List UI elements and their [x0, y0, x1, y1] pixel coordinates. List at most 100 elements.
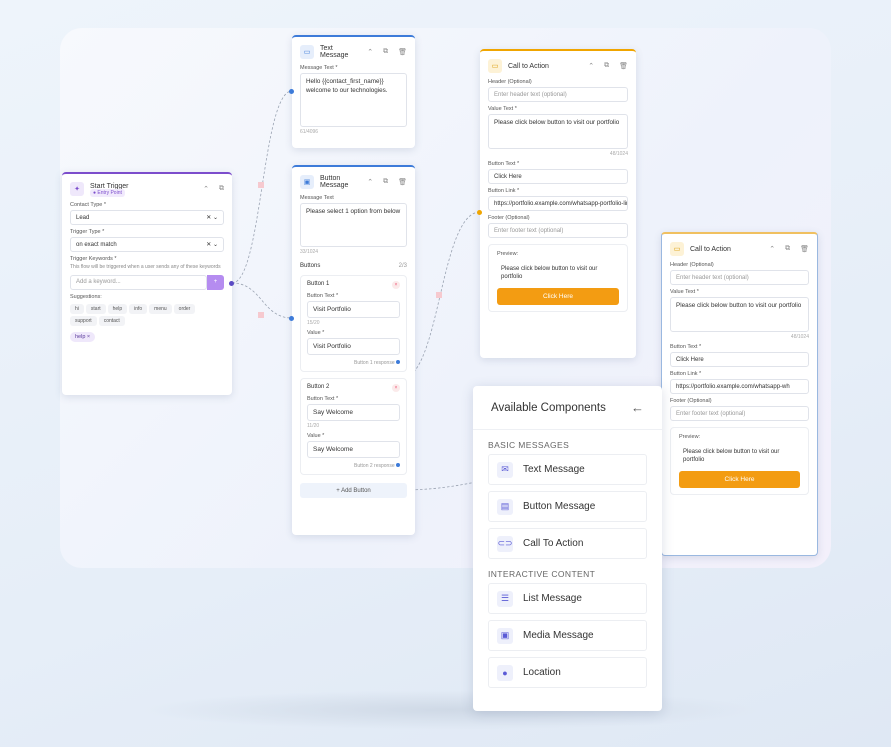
button-output-handle[interactable] [396, 360, 400, 364]
suggestion-chip[interactable]: help [107, 303, 128, 314]
button-value-input[interactable]: Say Welcome [307, 441, 400, 458]
copy-icon[interactable]: ⧉ [383, 178, 389, 185]
component-label: Location [523, 667, 561, 678]
node-title: Call to Action [690, 245, 731, 253]
button-item-title: Button 1 [307, 281, 330, 287]
collapse-icon[interactable]: ⌃ [367, 49, 374, 56]
call-to-action-node[interactable]: ▭ Call to Action ⌃ ⧉ 🗑 Header (Optional) En… [661, 232, 818, 556]
button-item: Button 1 × Button Text * Visit Portfolio … [300, 275, 407, 372]
message-textarea[interactable]: Hello {{contact_first_name}} welcome to … [300, 73, 407, 127]
link-delete-marker [258, 182, 264, 188]
cta-input-handle[interactable] [477, 210, 482, 215]
suggestion-chip[interactable]: start [85, 303, 106, 314]
contact-type-select[interactable]: Lead ✕ ⌄ [70, 210, 224, 225]
add-keyword-button[interactable]: + [207, 274, 224, 290]
message-textarea[interactable]: Please select 1 option from below [300, 203, 407, 247]
remove-button-icon[interactable]: × [392, 281, 400, 289]
link-delete-marker [258, 312, 264, 318]
copy-icon[interactable]: ⧉ [219, 185, 224, 192]
copy-icon[interactable]: ⧉ [785, 245, 791, 252]
button-input-handle[interactable] [289, 316, 294, 321]
component-label: Button Message [523, 501, 596, 512]
footer-input[interactable]: Enter footer text (optional) [670, 406, 809, 421]
button-value-input[interactable]: Visit Portfolio [307, 338, 400, 355]
list-icon: ☰ [497, 590, 513, 607]
suggestion-chip[interactable]: order [173, 303, 196, 314]
button-url-input[interactable]: https://portfolio.example.com/whatsapp-w… [670, 379, 809, 394]
component-label: Media Message [523, 630, 594, 641]
button-url-label: Button Link * [488, 188, 520, 194]
suggestion-chip[interactable]: info [129, 303, 148, 314]
button-text-input[interactable]: Click Here [488, 169, 628, 184]
delete-icon[interactable]: 🗑 [619, 63, 628, 70]
preview-text: Please click below button to visit our p… [501, 266, 598, 281]
collapse-icon[interactable]: ⌃ [588, 63, 595, 70]
trigger-output-handle[interactable] [229, 281, 234, 286]
suggestion-chip[interactable]: menu [149, 303, 172, 314]
collapse-icon[interactable]: ⌃ [769, 246, 776, 253]
delete-icon[interactable]: 🗑 [398, 49, 407, 56]
char-counter: 48/1024 [609, 151, 628, 157]
button-text-input[interactable]: Visit Portfolio [307, 301, 400, 318]
remove-button-icon[interactable]: × [392, 384, 400, 392]
body-textarea[interactable]: Please click below button to visit our p… [670, 297, 809, 332]
button-output-handle[interactable] [396, 463, 400, 467]
footer-label: Footer (Optional) [670, 398, 712, 404]
cta-icon: ▭ [488, 59, 502, 73]
add-button[interactable]: + Add Button [300, 483, 407, 498]
node-title: Call to Action [508, 62, 549, 70]
component-label: Call To Action [523, 538, 584, 549]
text-message-node[interactable]: ▭ Text Message ⌃ ⧉ 🗑 Message Text * Hello {… [292, 35, 415, 148]
button-item-title: Button 2 [307, 384, 330, 390]
footer-input[interactable]: Enter footer text (optional) [488, 223, 628, 238]
message-text-label: Message Text [300, 195, 334, 201]
message-icon: ▭ [300, 45, 314, 59]
message-text-label: Message Text * [300, 65, 338, 71]
cta-preview: Preview: Please click below button to vi… [488, 244, 628, 312]
back-arrow-icon[interactable]: ← [631, 400, 644, 415]
collapse-icon[interactable]: ⌃ [367, 179, 374, 186]
footer-label: Footer (Optional) [488, 215, 530, 221]
copy-icon[interactable]: ⧉ [383, 48, 389, 55]
collapse-icon[interactable]: ⌃ [203, 186, 209, 193]
component-call-to-action[interactable]: ⊂⊃ Call To Action [488, 528, 647, 559]
start-trigger-node[interactable]: ✦ Start Trigger ● Entry Point ⌃ ⧉ Contact… [62, 172, 232, 395]
suggestion-chip[interactable]: hi [70, 303, 84, 314]
suggestion-chip[interactable]: contact [98, 315, 125, 326]
body-textarea[interactable]: Please click below button to visit our p… [488, 114, 628, 149]
component-location[interactable]: ● Location [488, 657, 647, 688]
header-label: Header (Optional) [488, 79, 532, 85]
text-input-handle[interactable] [289, 89, 294, 94]
copy-icon[interactable]: ⧉ [604, 62, 610, 69]
node-title: Start Trigger [90, 182, 129, 190]
button-value-label: Value * [307, 433, 325, 439]
button-message-node[interactable]: ▣ Button Message ⌃ ⧉ 🗑 Message Text Please … [292, 165, 415, 535]
component-button-message[interactable]: ▤ Button Message [488, 491, 647, 522]
call-to-action-node[interactable]: ▭ Call to Action ⌃ ⧉ 🗑 Header (Optional) En… [480, 49, 636, 358]
delete-icon[interactable]: 🗑 [800, 246, 809, 253]
preview-cta-button[interactable]: Click Here [497, 287, 619, 305]
component-text-message[interactable]: ✉ Text Message [488, 454, 647, 485]
trigger-type-select[interactable]: on exact match ✕ ⌄ [70, 237, 224, 252]
component-media-message[interactable]: ▣ Media Message [488, 620, 647, 651]
preview-label: Preview: [679, 434, 701, 440]
link-icon: ⊂⊃ [497, 535, 513, 552]
suggestion-chip[interactable]: support [70, 315, 97, 326]
header-input[interactable]: Enter header text (optional) [488, 87, 628, 102]
preview-cta-button[interactable]: Click Here [679, 470, 800, 488]
section-label: INTERACTIVE CONTENT [488, 569, 596, 579]
header-input[interactable]: Enter header text (optional) [670, 270, 809, 285]
section-label: BASIC MESSAGES [488, 440, 570, 450]
selected-keyword-chip[interactable]: help × [70, 331, 96, 342]
button-url-input[interactable]: https://portfolio.example.com/whatsapp-p… [488, 196, 628, 211]
button-text-input[interactable]: Say Welcome [307, 404, 400, 421]
buttons-count: 2/3 [398, 263, 407, 269]
delete-icon[interactable]: 🗑 [398, 179, 407, 186]
keyword-input[interactable]: Add a keyword... [70, 274, 207, 290]
button-text-input[interactable]: Click Here [670, 352, 809, 367]
button-value-label: Value * [307, 330, 325, 336]
panel-title: Available Components [491, 401, 606, 414]
link-delete-marker [436, 292, 442, 298]
component-list-message[interactable]: ☰ List Message [488, 583, 647, 614]
button-text-label: Button Text * [488, 161, 520, 167]
